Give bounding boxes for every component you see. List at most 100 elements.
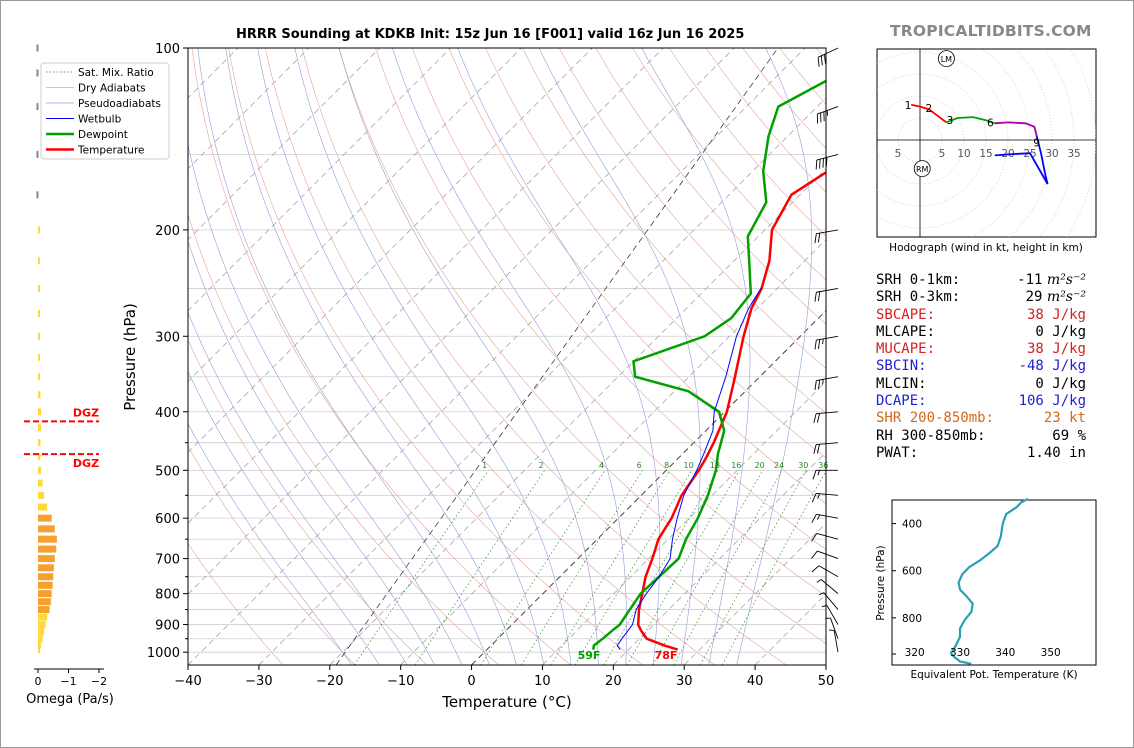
pseudoadiabat <box>188 370 380 665</box>
index-number: 69 % <box>1052 427 1086 444</box>
hodograph-tick-label: 5 <box>939 148 946 160</box>
x-tick-label: −20 <box>316 674 343 689</box>
omega-bar <box>38 226 40 234</box>
omega-bar <box>36 150 39 158</box>
hodograph-height-label: 9 <box>1033 138 1040 150</box>
dry-adiabat <box>522 48 826 414</box>
storm-motion-label: LM <box>941 55 952 64</box>
dry-adiabat <box>191 48 571 665</box>
omega-bar <box>38 628 45 636</box>
index-value: 23 kt <box>1044 410 1086 427</box>
index-row: SRH 0-1km: -11 m²s⁻² <box>876 272 1086 289</box>
wind-barb-shaft <box>816 442 839 446</box>
hodograph-tick-label: 15 <box>979 148 992 160</box>
wind-barb-flag <box>814 233 817 244</box>
mixing-ratio-line <box>414 470 545 665</box>
omega-bar <box>38 545 57 553</box>
dry-adiabat <box>188 213 499 665</box>
wind-barb <box>818 592 839 610</box>
theta-ylabel: Pressure (hPa) <box>875 545 887 620</box>
index-value: -11 m²s⁻² <box>1017 272 1086 289</box>
index-row: SHR 200-850mb: 23 kt <box>876 410 1086 427</box>
y-tick-label: 400 <box>155 406 180 421</box>
index-number: 0 J/kg <box>1035 375 1086 392</box>
wind-barb-shaft <box>833 630 839 653</box>
omega-bar <box>38 332 40 340</box>
pseudoadiabat <box>294 48 572 665</box>
theta-x-tick-label: 340 <box>995 647 1015 659</box>
index-number: 0 J/kg <box>1035 323 1086 340</box>
wind-barb-half-flag <box>822 338 824 345</box>
omega-tick-label: −1 <box>60 675 76 688</box>
wind-barb-shaft <box>823 592 839 610</box>
storm-motion-marker <box>913 160 931 178</box>
isotherm-line <box>329 168 826 665</box>
wind-barb-flag <box>811 565 820 573</box>
dry-adiabat <box>301 48 787 665</box>
wind-barb-flag <box>813 444 817 454</box>
isotherm-line <box>0 48 25 665</box>
y-tick-label: 300 <box>155 330 180 345</box>
wind-barb-shaft <box>816 533 839 540</box>
index-label: SHR 200-850mb: <box>876 410 995 427</box>
index-row: MUCAPE: 38 J/kg <box>876 341 1086 358</box>
surface-temperature-label: 78F <box>655 649 678 662</box>
mixing-ratio-label: 8 <box>664 461 669 470</box>
theta-y-tick-label: 400 <box>902 519 922 531</box>
dry-adiabat <box>188 542 284 665</box>
index-row: RH 300-850mb: 69 % <box>876 428 1086 445</box>
wind-barb-half-flag <box>828 629 835 631</box>
omega-bar <box>38 284 40 292</box>
pseudoadiabat <box>197 48 490 665</box>
wind-barb <box>815 153 839 170</box>
pseudoadiabat <box>188 423 353 665</box>
index-number: 29 <box>1025 289 1043 306</box>
mixing-ratio-line <box>652 470 764 665</box>
wind-barb-half-flag <box>817 470 820 476</box>
omega-bar <box>38 373 40 381</box>
index-label: MLCAPE: <box>876 323 936 340</box>
index-number: 106 J/kg <box>1018 393 1086 410</box>
omega-bar <box>38 309 40 317</box>
mixing-ratio-line <box>521 470 643 665</box>
omega-tick-label: −2 <box>91 675 107 688</box>
legend-entry: Dewpoint <box>78 129 128 141</box>
theta-y-tick-label: 600 <box>902 566 922 578</box>
mixing-ratio-label: 30 <box>798 461 808 470</box>
wind-barb <box>812 469 838 480</box>
x-tick-label: 20 <box>605 674 622 689</box>
wind-barb-shaft <box>817 106 839 115</box>
wind-barb <box>817 47 839 67</box>
wind-barb-shaft <box>820 579 839 594</box>
wind-barb-flag <box>811 514 817 523</box>
wind-barb-shaft <box>817 550 839 560</box>
theta-x-tick-label: 330 <box>950 647 970 659</box>
index-row: SBCIN: -48 J/kg <box>876 358 1086 375</box>
hodograph-height-label: 2 <box>925 103 932 115</box>
pseudoadiabat <box>392 48 627 665</box>
wind-barb <box>825 617 839 639</box>
omega-tick-label: 0 <box>35 675 42 688</box>
skewt-ylabel: Pressure (hPa) <box>121 303 139 411</box>
wind-barb-flag <box>816 413 821 423</box>
index-row: PWAT: 1.40 in <box>876 445 1086 462</box>
wind-barb-shaft <box>816 287 839 293</box>
index-number: -11 <box>1017 272 1043 288</box>
skewt-xlabel: Temperature (°C) <box>441 693 571 711</box>
index-label: DCAPE: <box>876 393 927 410</box>
omega-bar <box>38 391 41 399</box>
y-tick-label: 700 <box>155 553 180 568</box>
omega-xlabel: Omega (Pa/s) <box>26 692 114 707</box>
dry-adiabat <box>188 339 428 665</box>
omega-bar <box>38 635 43 643</box>
series-dewpoint-line <box>592 79 826 650</box>
mixing-ratio-line <box>574 470 693 665</box>
index-value: 38 J/kg <box>1027 341 1086 358</box>
hodograph-segment <box>994 135 1049 185</box>
wind-barb-half-flag <box>817 493 820 499</box>
pseudoadiabat <box>188 240 435 665</box>
isotherm-line <box>542 380 826 665</box>
mixing-ratio-label: 6 <box>637 461 642 470</box>
mixing-ratio-line <box>699 470 807 665</box>
